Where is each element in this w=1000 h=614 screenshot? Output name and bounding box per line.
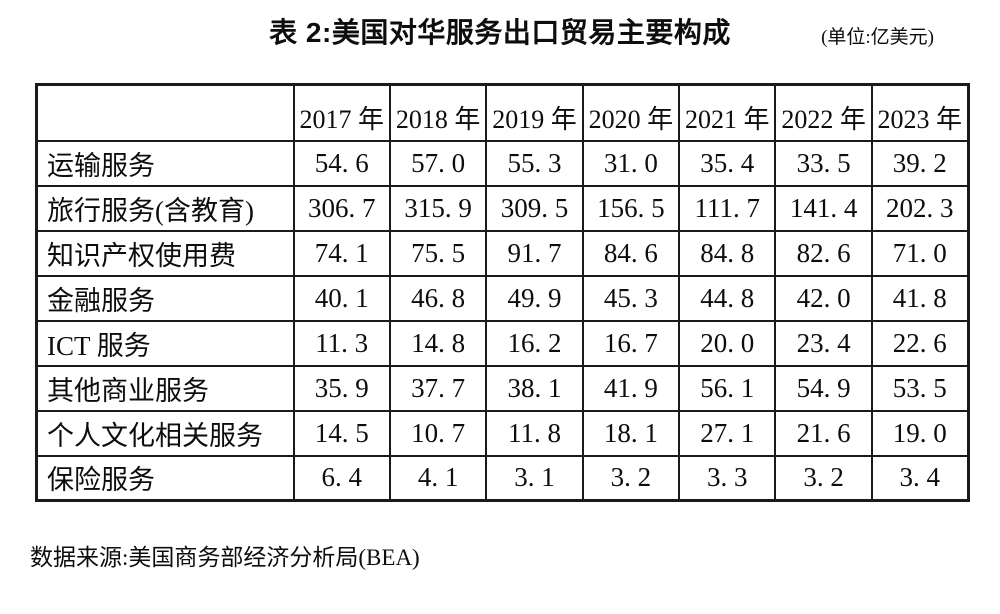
value-cell: 41. 9	[581, 364, 681, 412]
table-row: 知识产权使用费 74. 1 75. 5 91. 7 84. 6 84. 8 82. 6 71.…	[35, 229, 970, 277]
value-cell: 156. 5	[581, 184, 681, 232]
value-cell: 6. 4	[292, 454, 391, 502]
value-cell: 84. 6	[581, 229, 681, 277]
value-cell: 23. 4	[774, 319, 873, 367]
value-cell: 38. 1	[485, 364, 584, 412]
data-source-note: 数据来源:美国商务部经济分析局(BEA)	[30, 545, 420, 570]
table-row: 其他商业服务 35. 9 37. 7 38. 1 41. 9 56. 1 54. 9 53. …	[35, 364, 970, 412]
value-cell: 75. 5	[388, 229, 488, 277]
value-cell: 31. 0	[581, 139, 681, 187]
value-cell: 71. 0	[870, 229, 970, 277]
value-cell: 141. 4	[774, 184, 873, 232]
value-cell: 202. 3	[870, 184, 970, 232]
value-cell: 14. 8	[388, 319, 488, 367]
value-cell: 57. 0	[388, 139, 488, 187]
value-cell: 41. 8	[870, 274, 970, 322]
year-header: 2023 年	[870, 83, 970, 142]
row-label: 知识产权使用费	[35, 229, 295, 277]
row-label: 旅行服务(含教育)	[35, 184, 295, 232]
value-cell: 14. 5	[292, 409, 391, 457]
value-cell: 3. 4	[870, 454, 970, 502]
value-cell: 35. 9	[292, 364, 391, 412]
table-row: ICT 服务 11. 3 14. 8 16. 2 16. 7 20. 0 23. 4 22. …	[35, 319, 970, 367]
value-cell: 49. 9	[485, 274, 584, 322]
year-header: 2021 年	[678, 83, 777, 142]
table-row: 个人文化相关服务 14. 5 10. 7 11. 8 18. 1 27. 1 21. 6 19…	[35, 409, 970, 457]
value-cell: 46. 8	[388, 274, 488, 322]
row-label: ICT 服务	[35, 319, 295, 367]
value-cell: 56. 1	[678, 364, 777, 412]
figure-title: 表 2:美国对华服务出口贸易主要构成	[269, 17, 731, 48]
value-cell: 22. 6	[870, 319, 970, 367]
value-cell: 3. 2	[774, 454, 873, 502]
value-cell: 19. 0	[870, 409, 970, 457]
value-cell: 54. 6	[292, 139, 391, 187]
value-cell: 309. 5	[485, 184, 584, 232]
value-cell: 315. 9	[388, 184, 488, 232]
value-cell: 3. 1	[485, 454, 584, 502]
value-cell: 84. 8	[678, 229, 777, 277]
value-cell: 53. 5	[870, 364, 970, 412]
data-table: 2017 年 2018 年 2019 年 2020 年 2021 年 2022 年 2023…	[35, 83, 970, 502]
value-cell: 44. 8	[678, 274, 777, 322]
figure-title-row: 表 2:美国对华服务出口贸易主要构成	[0, 16, 1000, 50]
value-cell: 20. 0	[678, 319, 777, 367]
value-cell: 55. 3	[485, 139, 584, 187]
table-row: 运输服务 54. 6 57. 0 55. 3 31. 0 35. 4 33. 5 39. 2	[35, 139, 970, 187]
row-label: 个人文化相关服务	[35, 409, 295, 457]
value-cell: 3. 3	[678, 454, 777, 502]
year-header: 2019 年	[485, 83, 584, 142]
year-header: 2020 年	[581, 83, 681, 142]
year-header: 2018 年	[388, 83, 488, 142]
value-cell: 4. 1	[388, 454, 488, 502]
year-header: 2022 年	[774, 83, 873, 142]
value-cell: 10. 7	[388, 409, 488, 457]
row-label: 其他商业服务	[35, 364, 295, 412]
value-cell: 37. 7	[388, 364, 488, 412]
corner-header-cell	[35, 83, 295, 142]
value-cell: 11. 8	[485, 409, 584, 457]
value-cell: 35. 4	[678, 139, 777, 187]
value-cell: 111. 7	[678, 184, 777, 232]
value-cell: 16. 2	[485, 319, 584, 367]
row-label: 运输服务	[35, 139, 295, 187]
table-row: 保险服务 6. 4 4. 1 3. 1 3. 2 3. 3 3. 2 3. 4	[35, 454, 970, 502]
value-cell: 39. 2	[870, 139, 970, 187]
value-cell: 74. 1	[292, 229, 391, 277]
value-cell: 16. 7	[581, 319, 681, 367]
row-label: 保险服务	[35, 454, 295, 502]
value-cell: 18. 1	[581, 409, 681, 457]
row-label: 金融服务	[35, 274, 295, 322]
table-row: 金融服务 40. 1 46. 8 49. 9 45. 3 44. 8 42. 0 41. 8	[35, 274, 970, 322]
value-cell: 91. 7	[485, 229, 584, 277]
value-cell: 33. 5	[774, 139, 873, 187]
value-cell: 40. 1	[292, 274, 391, 322]
value-cell: 54. 9	[774, 364, 873, 412]
value-cell: 45. 3	[581, 274, 681, 322]
header-row: 2017 年 2018 年 2019 年 2020 年 2021 年 2022 年 2023…	[35, 83, 970, 142]
value-cell: 82. 6	[774, 229, 873, 277]
value-cell: 42. 0	[774, 274, 873, 322]
unit-label: (单位:亿美元)	[821, 27, 934, 48]
value-cell: 21. 6	[774, 409, 873, 457]
value-cell: 306. 7	[292, 184, 391, 232]
value-cell: 11. 3	[292, 319, 391, 367]
value-cell: 3. 2	[581, 454, 681, 502]
value-cell: 27. 1	[678, 409, 777, 457]
year-header: 2017 年	[292, 83, 391, 142]
